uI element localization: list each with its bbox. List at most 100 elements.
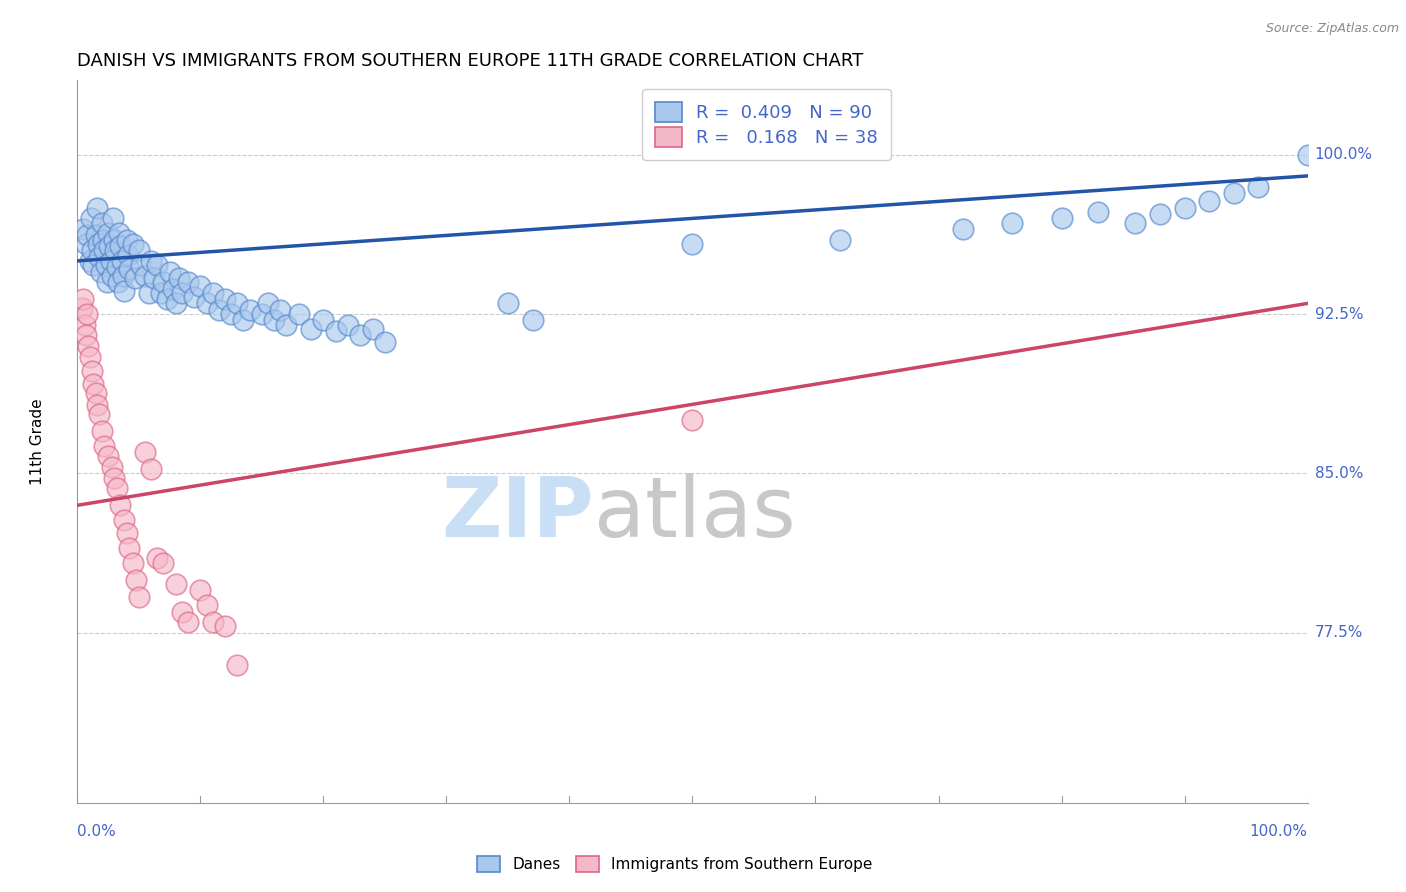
- Point: [214, 292, 236, 306]
- Point: [82, 258, 104, 272]
- Point: [188, 279, 212, 293]
- Point: [830, 233, 852, 247]
- Point: [121, 236, 143, 251]
- Point: [96, 275, 118, 289]
- Point: [1223, 186, 1246, 200]
- Point: [219, 307, 242, 321]
- Text: Source: ZipAtlas.com: Source: ZipAtlas.com: [1265, 22, 1399, 36]
- Point: [121, 556, 143, 570]
- Point: [82, 364, 104, 378]
- Point: [299, 322, 322, 336]
- Point: [97, 450, 120, 464]
- Point: [263, 313, 285, 327]
- Point: [70, 301, 93, 315]
- Point: [90, 424, 114, 438]
- Point: [129, 258, 153, 272]
- Point: [177, 275, 200, 289]
- Point: [76, 307, 98, 321]
- Point: [269, 302, 291, 317]
- Point: [682, 413, 704, 427]
- Text: ZIP: ZIP: [441, 474, 595, 554]
- Point: [110, 498, 132, 512]
- Point: [349, 328, 371, 343]
- Point: [125, 573, 148, 587]
- Point: [138, 285, 160, 300]
- Point: [146, 551, 169, 566]
- Point: [1001, 216, 1024, 230]
- Point: [84, 385, 107, 400]
- Text: 0.0%: 0.0%: [77, 824, 117, 839]
- Point: [257, 296, 280, 310]
- Point: [141, 462, 163, 476]
- Point: [72, 222, 94, 236]
- Point: [214, 619, 236, 633]
- Point: [103, 233, 125, 247]
- Point: [188, 583, 212, 598]
- Point: [86, 201, 108, 215]
- Point: [100, 253, 122, 268]
- Point: [134, 445, 156, 459]
- Point: [101, 460, 124, 475]
- Point: [361, 322, 384, 336]
- Point: [79, 350, 101, 364]
- Point: [79, 253, 101, 268]
- Point: [1247, 179, 1270, 194]
- Text: 100.0%: 100.0%: [1250, 824, 1308, 839]
- Point: [1174, 201, 1197, 215]
- Point: [522, 313, 544, 327]
- Point: [128, 244, 150, 258]
- Point: [77, 339, 100, 353]
- Point: [80, 211, 103, 226]
- Point: [183, 290, 205, 304]
- Point: [239, 302, 262, 317]
- Point: [118, 262, 141, 277]
- Point: [195, 296, 218, 310]
- Point: [276, 318, 298, 332]
- Point: [337, 318, 360, 332]
- Point: [165, 296, 187, 310]
- Text: 77.5%: 77.5%: [1315, 625, 1362, 640]
- Point: [91, 233, 114, 247]
- Point: [325, 324, 347, 338]
- Point: [115, 525, 138, 540]
- Point: [94, 258, 117, 272]
- Point: [98, 239, 121, 253]
- Point: [90, 216, 114, 230]
- Point: [112, 284, 135, 298]
- Point: [226, 296, 249, 310]
- Point: [93, 439, 115, 453]
- Point: [111, 253, 132, 268]
- Point: [75, 236, 97, 251]
- Point: [93, 244, 115, 258]
- Point: [152, 556, 174, 570]
- Point: [169, 271, 191, 285]
- Legend: Danes, Immigrants from Southern Europe: Danes, Immigrants from Southern Europe: [470, 848, 880, 880]
- Point: [152, 275, 174, 289]
- Point: [170, 285, 193, 300]
- Point: [111, 268, 134, 283]
- Point: [195, 598, 218, 612]
- Point: [101, 211, 124, 226]
- Point: [165, 577, 187, 591]
- Point: [115, 233, 138, 247]
- Point: [76, 228, 98, 243]
- Point: [73, 318, 96, 332]
- Point: [682, 236, 704, 251]
- Point: [226, 657, 249, 672]
- Point: [156, 292, 179, 306]
- Text: DANISH VS IMMIGRANTS FROM SOUTHERN EUROPE 11TH GRADE CORRELATION CHART: DANISH VS IMMIGRANTS FROM SOUTHERN EUROP…: [77, 53, 863, 70]
- Point: [208, 302, 231, 317]
- Point: [1296, 147, 1319, 161]
- Point: [90, 264, 112, 278]
- Point: [118, 541, 141, 555]
- Point: [110, 239, 132, 253]
- Text: 100.0%: 100.0%: [1315, 147, 1372, 162]
- Point: [101, 268, 124, 283]
- Point: [75, 328, 97, 343]
- Point: [496, 296, 519, 310]
- Point: [72, 292, 94, 306]
- Point: [232, 313, 254, 327]
- Point: [128, 590, 150, 604]
- Point: [84, 228, 107, 243]
- Point: [108, 227, 131, 241]
